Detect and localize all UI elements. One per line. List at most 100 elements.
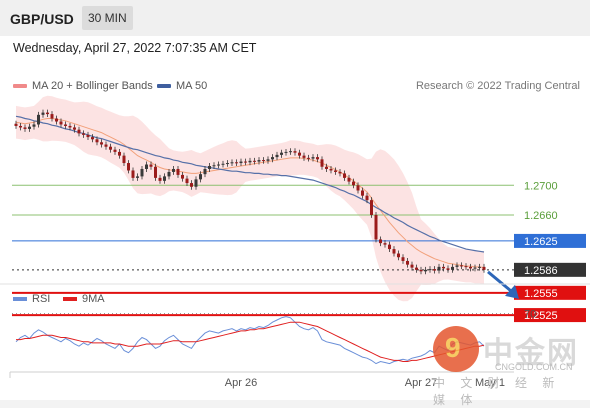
candle-body-87: [406, 260, 409, 265]
candle-body-19: [100, 142, 103, 145]
candle-body-60: [284, 151, 288, 153]
candle-body-84: [392, 249, 396, 254]
candle-body-96: [446, 268, 450, 270]
price-level-box-2: [514, 233, 586, 248]
candle-body-49: [235, 162, 238, 164]
candle-body-63: [298, 152, 301, 156]
ma50-line: [15, 115, 485, 253]
candle-body-100: [464, 266, 468, 268]
price-level-label-3: 1.2586: [524, 265, 558, 277]
candle-body-8: [50, 114, 54, 119]
candle-body-64: [302, 155, 306, 158]
projection-arrow-line: [487, 270, 513, 293]
bollinger-band: [16, 95, 484, 302]
candle-body-20: [104, 144, 108, 147]
candle-body-13: [73, 127, 76, 130]
candle-body-85: [397, 253, 400, 258]
candle-body-48: [230, 162, 234, 164]
candle-body-44: [212, 165, 216, 167]
rsi-ma9-line: [16, 321, 485, 362]
candle-body-98: [455, 265, 459, 267]
candle-body-28: [140, 168, 144, 177]
candle-body-97: [451, 266, 454, 270]
rsi-70-label: 70: [524, 308, 536, 320]
candle-body-22: [113, 149, 117, 152]
rsi-legend-rsi: RSI: [13, 293, 50, 305]
candle-body-102: [473, 267, 477, 269]
candle-body-0: [14, 123, 18, 126]
x-axis-label-0: Apr 26: [225, 377, 257, 389]
candle-body-37: [181, 174, 184, 179]
header-bar: GBP/USD 30 MIN: [0, 0, 590, 36]
candle-body-73: [343, 173, 346, 178]
candle-body-50: [239, 161, 243, 164]
candle-body-11: [64, 124, 67, 126]
candle-body-75: [352, 181, 355, 186]
candle-body-27: [136, 176, 139, 178]
rsi-line: [15, 316, 485, 365]
candle-body-55: [262, 160, 265, 162]
candle-body-52: [248, 160, 252, 163]
candle-body-59: [280, 152, 283, 155]
x-axis-label-2: May 1: [475, 377, 505, 389]
price-level-label-5: 1.2525: [524, 310, 558, 322]
price-level-label-2: 1.2625: [524, 236, 558, 248]
price-level-box-4: [514, 285, 586, 300]
candle-body-70: [329, 168, 333, 171]
rsi-legend-swatch: [13, 297, 27, 302]
candle-body-18: [95, 139, 99, 143]
candle-body-38: [185, 178, 189, 184]
candle-body-33: [163, 176, 166, 181]
x-axis-label-1: Apr 27: [405, 377, 437, 389]
candle-body-3: [28, 126, 31, 129]
price-level-box-3: [514, 262, 586, 277]
chart-date: Wednesday, April 27, 2022 7:07:35 AM CET: [13, 41, 257, 55]
candle-body-79: [370, 200, 373, 215]
legend-swatch-ma20: [13, 84, 27, 89]
candle-body-62: [293, 151, 297, 153]
candle-body-86: [401, 257, 405, 261]
candle-body-72: [338, 171, 342, 174]
candle-body-58: [275, 154, 279, 158]
candle-body-90: [419, 269, 423, 272]
candle-body-2: [23, 127, 27, 129]
candle-body-29: [145, 164, 148, 169]
candle-body-10: [59, 121, 63, 125]
candle-body-35: [172, 168, 175, 172]
candle-body-4: [32, 124, 36, 127]
price-level-label-1: 1.2660: [524, 210, 558, 222]
candle-body-83: [388, 244, 391, 250]
ma9-legend-label: 9MA: [82, 293, 105, 305]
candle-body-47: [226, 163, 229, 165]
candle-body-21: [109, 146, 112, 150]
price-level-box-5: [514, 308, 586, 323]
watermark-logo-icon: 9: [433, 326, 479, 372]
candle-body-34: [167, 171, 171, 177]
projection-arrow-head: [505, 284, 519, 299]
candle-body-24: [122, 155, 126, 164]
legend-ma20: MA 20 + Bollinger Bands: [13, 80, 153, 92]
candle-body-93: [433, 269, 436, 271]
candle-body-81: [379, 239, 382, 244]
watermark-logo-text: 中金网: [483, 337, 579, 370]
candle-body-9: [55, 118, 58, 122]
candle-body-76: [356, 185, 360, 191]
rsi-legend-ma9: 9MA: [63, 293, 105, 305]
price-level-label-4: 1.2555: [524, 288, 558, 300]
candle-body-74: [347, 177, 351, 182]
candle-body-94: [437, 266, 441, 271]
candle-body-66: [311, 157, 315, 159]
candle-body-40: [194, 179, 198, 187]
candle-body-67: [316, 157, 319, 160]
candle-body-46: [221, 163, 225, 165]
timeframe-button[interactable]: 30 MIN: [82, 6, 133, 30]
legend-label-ma50: MA 50: [176, 80, 208, 92]
ma9-legend-swatch: [63, 297, 77, 302]
legend-swatch-ma50: [157, 84, 171, 89]
candle-body-57: [271, 157, 274, 160]
candle-body-91: [424, 269, 427, 272]
candle-body-54: [257, 160, 261, 162]
candle-body-65: [307, 157, 310, 159]
candle-body-99: [460, 265, 463, 267]
